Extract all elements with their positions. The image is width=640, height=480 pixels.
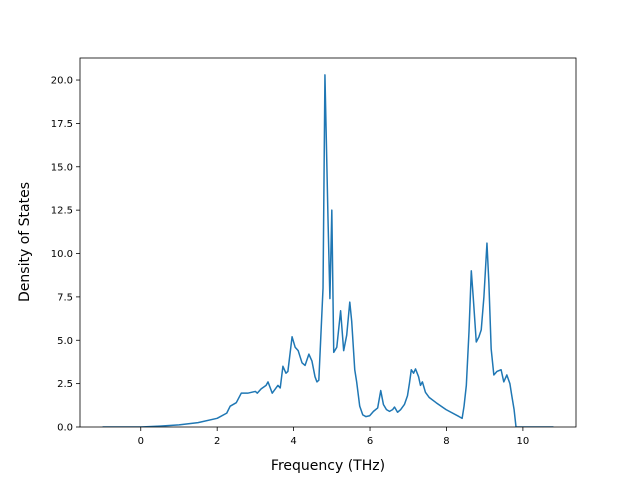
y-tick-label: 17.5 <box>51 119 73 130</box>
y-tick-label: 12.5 <box>51 206 73 217</box>
y-tick-label: 5.0 <box>57 336 73 347</box>
y-axis-label: Density of States <box>17 182 33 302</box>
y-tick-label: 20.0 <box>51 76 73 87</box>
x-tick-label: 10 <box>517 436 530 447</box>
x-tick-label: 8 <box>443 436 449 447</box>
x-tick-label: 2 <box>214 436 220 447</box>
x-tick-label: 0 <box>138 436 144 447</box>
x-axis-label: Frequency (THz) <box>271 458 385 474</box>
x-tick-label: 4 <box>290 436 296 447</box>
y-tick-label: 15.0 <box>51 162 73 173</box>
y-tick-label: 2.5 <box>57 379 73 390</box>
line-series <box>102 74 554 427</box>
x-tick-label: 6 <box>367 436 373 447</box>
y-tick-label: 0.0 <box>57 423 73 434</box>
plot-frame <box>79 57 577 428</box>
y-tick-label: 10.0 <box>51 249 73 260</box>
y-tick-label: 7.5 <box>57 292 73 303</box>
